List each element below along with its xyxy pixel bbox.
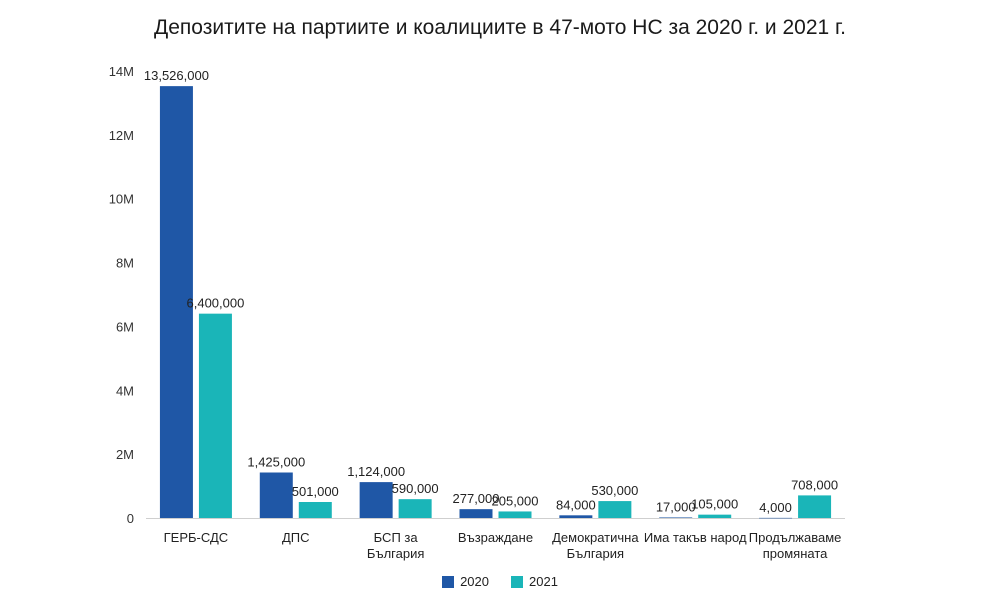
data-label-2020: 1,425,000: [247, 455, 305, 470]
y-tick-label: 12M: [109, 128, 134, 143]
data-label-2021: 530,000: [591, 483, 638, 498]
bar-2020: [759, 517, 793, 519]
bar-2020: [259, 472, 293, 518]
y-tick-label: 4M: [116, 383, 134, 398]
category-label: България: [367, 546, 424, 561]
category-label: БСП за: [374, 530, 419, 545]
legend-swatch-2020: [442, 575, 455, 588]
legend-item-2021: 2021: [511, 574, 558, 589]
data-label-2020: 4,000: [759, 500, 792, 515]
data-label-2020: 277,000: [453, 491, 500, 506]
bar-2021: [398, 499, 432, 518]
data-label-2021: 6,400,000: [187, 296, 245, 311]
data-label-2021: 205,000: [492, 493, 539, 508]
data-label-2021: 105,000: [691, 497, 738, 512]
category-label: Възраждане: [458, 530, 533, 545]
category-label: Продължаваме: [749, 530, 842, 545]
legend-item-2020: 2020: [442, 574, 489, 589]
data-label-2021: 501,000: [292, 484, 339, 499]
bar-2021: [598, 501, 632, 518]
category-label: Има такъв народ: [644, 530, 747, 545]
legend-swatch-2021: [511, 575, 523, 588]
chart-title: Депозитите на партиите и коалициите в 47…: [154, 16, 846, 39]
category-label: ГЕРБ-СДС: [164, 530, 229, 545]
y-tick-label: 14M: [109, 64, 134, 79]
bar-2020: [459, 509, 493, 518]
category-label: България: [567, 546, 624, 561]
data-label-2020: 13,526,000: [144, 68, 209, 83]
y-tick-label: 10M: [109, 192, 134, 207]
data-label-2021: 708,000: [791, 477, 838, 492]
legend: 2020 2021: [0, 574, 1000, 589]
bar-2021: [298, 502, 332, 518]
y-tick-label: 6M: [116, 319, 134, 334]
data-label-2021: 590,000: [392, 481, 439, 496]
bar-2020: [359, 482, 393, 518]
category-label: Демократична: [552, 530, 639, 545]
data-label-2020: 84,000: [556, 497, 596, 512]
bar-2020: [559, 515, 593, 518]
bar-2020: [659, 517, 693, 518]
bar-2020: [159, 86, 193, 518]
legend-label-2021: 2021: [529, 574, 558, 589]
category-label: ДПС: [282, 530, 310, 545]
bar-2021: [198, 313, 232, 518]
data-label-2020: 1,124,000: [347, 464, 405, 479]
bar-2021: [498, 511, 532, 518]
y-tick-label: 8M: [116, 256, 134, 271]
bar-2021: [798, 495, 832, 518]
bar-2021: [698, 514, 732, 518]
y-tick-label: 0: [127, 511, 134, 526]
data-label-2020: 17,000: [656, 499, 696, 514]
category-label: промяната: [763, 546, 828, 561]
legend-label-2020: 2020: [460, 574, 489, 589]
y-tick-label: 2M: [116, 447, 134, 462]
